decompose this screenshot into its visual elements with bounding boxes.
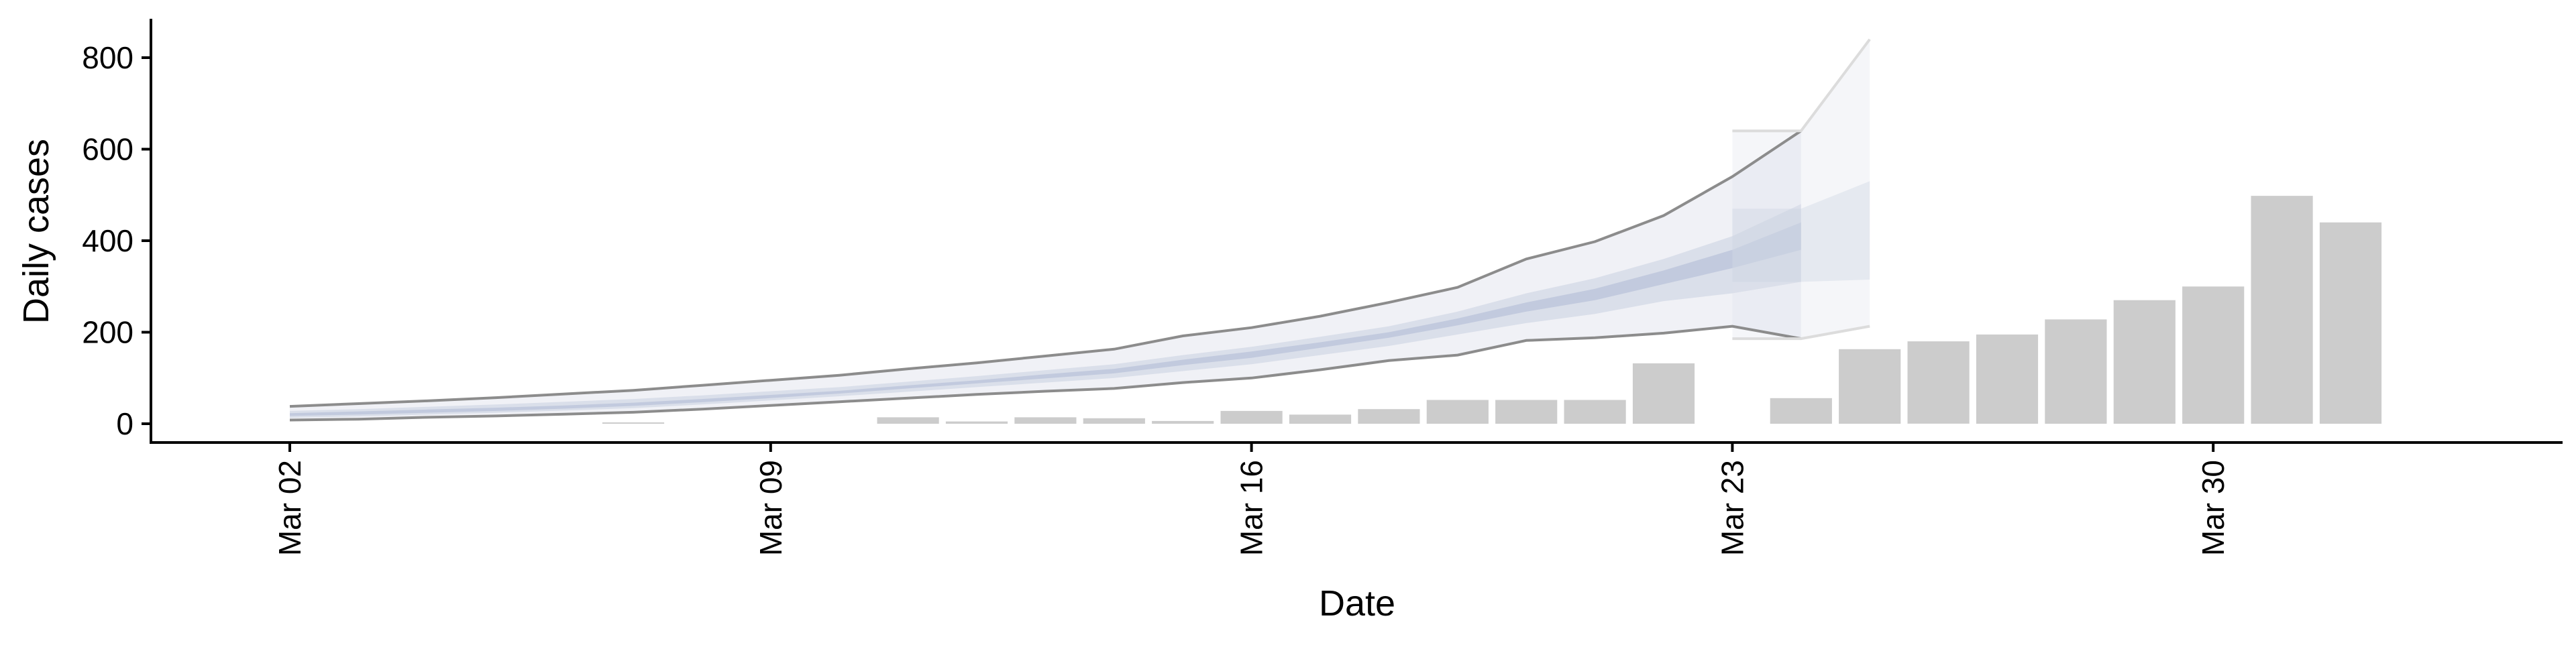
bar [1564, 400, 1626, 424]
forecast-band-layer [289, 38, 1871, 422]
forecast-extension-mid [1732, 181, 1870, 282]
bar [1014, 417, 1077, 424]
y-tick-label: 800 [82, 40, 133, 75]
bar [1083, 418, 1145, 424]
axes-layer: 0 200 400 600 800 Mar 02 Mar 09 Mar 16 Mar 23 Mar… [82, 19, 2563, 556]
bar [2113, 300, 2176, 424]
bar [1632, 363, 1695, 424]
bar [1976, 334, 2039, 424]
y-tick-label: 600 [82, 132, 133, 167]
bar [602, 422, 665, 424]
forecast-extension-upper-line [1732, 38, 1871, 133]
x-tick-label: Mar 02 [272, 460, 307, 556]
bar [1426, 400, 1489, 424]
y-tick-label: 0 [116, 406, 133, 441]
bar [2045, 319, 2107, 424]
y-tick-label: 400 [82, 223, 133, 258]
forecast-band-inner [290, 222, 1801, 416]
bar [1495, 400, 1558, 424]
bar [877, 417, 939, 424]
y-tick-label: 200 [82, 315, 133, 350]
forecast-band-outer [290, 131, 1801, 420]
x-axis-title: Date [1319, 583, 1395, 624]
bar [1220, 410, 1283, 424]
x-tick-label: Mar 30 [2196, 460, 2231, 556]
bar [2319, 222, 2382, 424]
bar [1839, 349, 1901, 424]
bar [2182, 286, 2245, 424]
x-tick-label: Mar 09 [753, 460, 788, 556]
bar [945, 421, 1008, 424]
bar [1152, 420, 1214, 424]
forecast-extension-lower-line [1732, 325, 1870, 341]
bar [1770, 398, 1832, 424]
y-axis-title: Daily cases [16, 139, 56, 324]
bar [1907, 341, 1970, 424]
bar [1289, 414, 1352, 424]
forecast-lower-bound-line [289, 325, 1802, 422]
forecast-extension-outer [1732, 39, 1870, 339]
bars-layer [602, 196, 2382, 424]
x-tick-label: Mar 16 [1234, 460, 1269, 556]
x-tick-label: Mar 23 [1715, 460, 1750, 556]
bar [1358, 409, 1420, 424]
bar [2251, 196, 2313, 424]
forecast-upper-bound-line [289, 129, 1802, 408]
